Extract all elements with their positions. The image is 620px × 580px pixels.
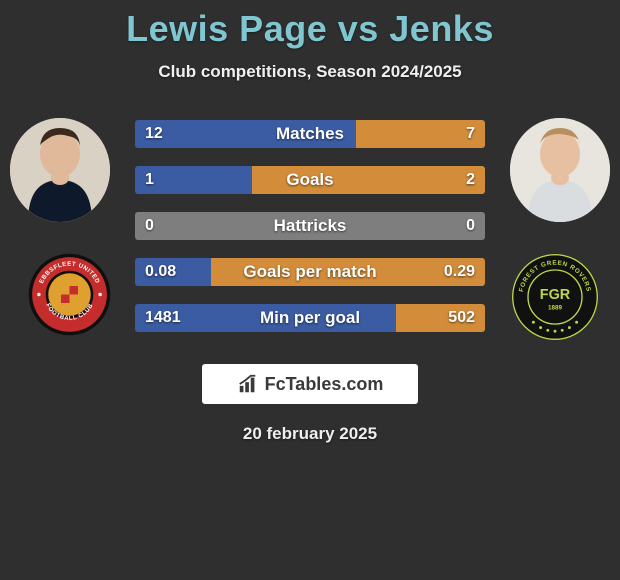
- page-title: Lewis Page vs Jenks: [0, 0, 620, 50]
- player-left-avatar: [10, 118, 110, 222]
- stat-bar-left-fill: [135, 166, 252, 194]
- stat-bar-left-fill: [135, 258, 211, 286]
- page-subtitle: Club competitions, Season 2024/2025: [0, 62, 620, 82]
- stat-row: 127Matches: [135, 120, 485, 148]
- svg-text:FGR: FGR: [540, 287, 571, 303]
- stat-bar-right-fill: [396, 304, 485, 332]
- stat-row: 0.080.29Goals per match: [135, 258, 485, 286]
- player-right-avatar: [510, 118, 610, 222]
- brand-badge: FcTables.com: [202, 364, 418, 404]
- stat-bars: 127Matches 12Goals 00Hattricks 0.080.29Goal…: [135, 120, 485, 350]
- stat-bar-right-fill: [356, 120, 485, 148]
- comparison-card: Lewis Page vs Jenks Club competitions, S…: [0, 0, 620, 580]
- person-icon: [10, 118, 110, 222]
- comparison-content: EBBSFLEET UNITED FOOTBALL CLUB FO: [0, 112, 620, 352]
- stat-row: 12Goals: [135, 166, 485, 194]
- club-left-badge: EBBSFLEET UNITED FOOTBALL CLUB: [27, 252, 112, 337]
- stat-bar-left-fill: [135, 212, 310, 240]
- stat-bar-right-fill: [310, 212, 485, 240]
- snapshot-date: 20 february 2025: [0, 424, 620, 444]
- stat-bar-right-fill: [211, 258, 485, 286]
- stat-row: 00Hattricks: [135, 212, 485, 240]
- svg-text:1889: 1889: [548, 305, 563, 312]
- person-icon: [510, 118, 610, 222]
- bar-chart-icon: [237, 373, 259, 395]
- stat-bar-left-fill: [135, 120, 356, 148]
- stat-bar-left-fill: [135, 304, 396, 332]
- club-right-badge: FOREST GREEN ROVERS FGR 1889: [510, 252, 600, 342]
- stat-row: 1481502Min per goal: [135, 304, 485, 332]
- club-crest-icon: EBBSFLEET UNITED FOOTBALL CLUB: [27, 252, 112, 337]
- club-crest-icon: FOREST GREEN ROVERS FGR 1889: [510, 252, 600, 342]
- brand-text: FcTables.com: [265, 374, 384, 395]
- stat-bar-right-fill: [252, 166, 485, 194]
